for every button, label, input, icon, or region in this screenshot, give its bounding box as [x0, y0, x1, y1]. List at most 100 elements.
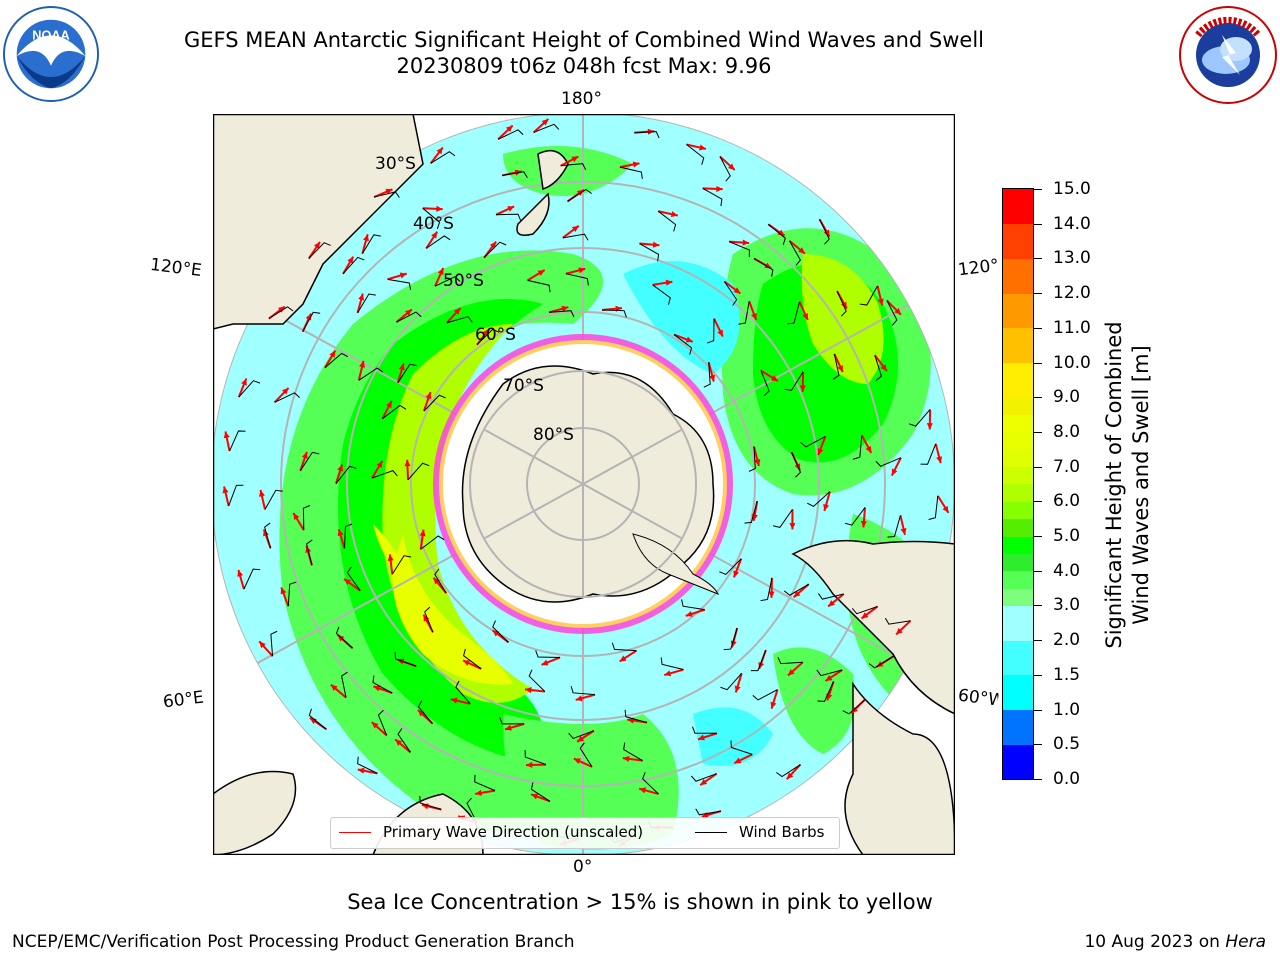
wind-barb: [394, 651, 417, 667]
colorbar-tick-label: 12.0: [1053, 283, 1091, 304]
wind-barb: [859, 285, 878, 306]
wave-arrowhead: [851, 706, 858, 714]
colorbar-bin: [1003, 327, 1033, 364]
colorbar-bin: [1003, 622, 1033, 641]
wind-barb: [274, 392, 300, 403]
wave-arrowhead: [825, 675, 833, 682]
wave-arrowhead: [280, 587, 287, 595]
map-title: GEFS MEAN Antarctic Significant Height o…: [183, 28, 985, 52]
wind-barb: [570, 685, 596, 696]
wave-arrowhead: [823, 503, 830, 511]
lon-label-120e: 120°E: [148, 254, 203, 282]
wave-arrowhead: [717, 329, 723, 337]
wind-barb: [619, 166, 643, 180]
wave-arrowhead: [787, 669, 795, 676]
wind-barb: [420, 535, 445, 550]
wind-barb: [750, 649, 767, 672]
wind-barb: [611, 642, 637, 652]
landmasses: [213, 114, 955, 855]
colorbar-tick-label: 3.0: [1053, 595, 1081, 616]
colorbar-bin: [1003, 414, 1033, 433]
wind-barb: [887, 515, 901, 538]
wind-barb: [502, 171, 528, 179]
wave-arrowhead: [733, 287, 741, 294]
wind-barb: [817, 593, 844, 600]
wave-arrowhead: [728, 163, 735, 170]
wave-arrowhead: [716, 185, 723, 192]
wind-barb: [800, 435, 826, 448]
wave-arrowhead: [395, 739, 402, 746]
colorbar-tick: [1034, 431, 1042, 433]
wind-barb: [744, 501, 758, 524]
wave-arrowhead: [359, 360, 366, 368]
wind-barb: [324, 352, 349, 369]
wave-arrowhead: [837, 365, 843, 373]
wave-arrowhead: [802, 313, 808, 321]
wind-barb: [562, 233, 589, 241]
wind-barb: [434, 568, 447, 594]
wave-arrowhead: [639, 787, 647, 794]
wind-barb: [335, 465, 357, 484]
forecast-subtitle: 20230809 t06z 048h fcst Max: 9.96: [396, 54, 772, 78]
lat-label-50s: 50°S: [443, 271, 484, 291]
wind-barb: [387, 278, 412, 290]
wave-arrowhead: [754, 459, 761, 466]
wave-arrowhead: [463, 660, 471, 666]
wave-arrowhead: [371, 722, 379, 729]
lon-label-0: 0°: [573, 857, 593, 877]
noaa-logo-icon: NOAA: [2, 5, 100, 103]
wind-barb: [786, 301, 801, 325]
wave-arrowhead: [619, 655, 627, 662]
wind-barb: [752, 689, 778, 701]
wave-arrowhead: [436, 205, 443, 212]
wind-barb: [816, 669, 843, 677]
wave-arrowhead: [425, 392, 432, 400]
wave-arrowhead: [861, 612, 869, 619]
wave-arrowhead: [259, 641, 266, 649]
wave-arrowhead: [777, 229, 785, 236]
colorbar-bin: [1003, 570, 1033, 589]
wind-barb: [565, 273, 589, 286]
wave-direction-arrows: [222, 118, 950, 848]
colorbar-title: Significant Height of Combined Wind Wave…: [1101, 275, 1155, 695]
wind-barb: [492, 620, 509, 643]
wind-barb: [851, 605, 878, 615]
wind-barb: [357, 293, 376, 314]
wave-arrowhead: [453, 308, 461, 315]
wind-barb: [228, 484, 244, 507]
wind-barb: [302, 311, 321, 332]
wave-arrowhead: [697, 734, 705, 741]
wave-arrowhead: [387, 554, 394, 562]
wind-barb: [346, 566, 361, 591]
wind-barb: [425, 235, 451, 249]
wind-barb: [772, 509, 793, 528]
colorbar-tick: [1034, 223, 1042, 225]
wave-arrowhead: [891, 468, 898, 476]
wave-arrowhead: [337, 529, 344, 537]
wave-height-map: 30°S 40°S 50°S 60°S 70°S 80°S: [213, 114, 955, 855]
wave-arrowhead: [768, 591, 775, 598]
wave-arrowhead: [936, 456, 943, 464]
wave-arrowhead: [758, 661, 765, 669]
wind-barb: [730, 740, 753, 755]
wind-barb: [371, 470, 398, 479]
wave-arrowhead: [770, 701, 777, 709]
wind-barb: [852, 435, 863, 460]
wind-barb: [264, 522, 272, 549]
wind-barb: [681, 599, 705, 611]
wind-barb: [308, 242, 331, 259]
wave-arrowhead: [798, 247, 805, 254]
colorbar-bin: [1003, 501, 1033, 520]
wind-barb: [238, 380, 261, 398]
wave-arrowhead: [709, 374, 716, 382]
wave-arrowhead: [578, 267, 586, 274]
colorbar-bin: [1003, 397, 1033, 416]
colorbar-tick: [1034, 709, 1042, 711]
colorbar-tick-label: 0.0: [1053, 769, 1081, 789]
wave-arrowhead: [742, 239, 750, 246]
wind-barb: [397, 363, 417, 383]
wind-barb: [868, 655, 894, 669]
colorbar-bin: [1003, 189, 1033, 225]
wave-arrowhead: [571, 225, 579, 233]
wave-arrowhead: [664, 670, 672, 677]
